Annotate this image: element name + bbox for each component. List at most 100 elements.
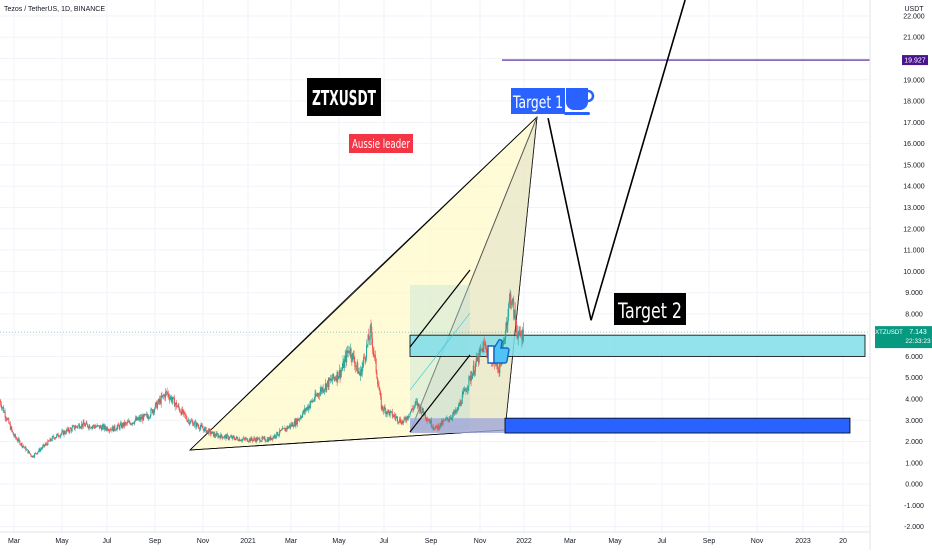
target2-box[interactable] [614,293,686,325]
price-axis-panel[interactable] [870,0,932,550]
candle [350,348,352,358]
x-tick-label: Mar [564,538,577,545]
candle [519,329,521,332]
candle [472,365,474,374]
candle [92,426,94,427]
candle [222,437,224,439]
target1-box[interactable] [511,88,565,114]
candle [125,422,127,424]
candle [77,425,79,428]
candle [385,408,387,415]
candle [295,419,297,426]
candle [327,380,329,384]
candle [73,425,75,429]
candle [463,388,465,391]
price-tags: XTZUSDT 7.143 22:33:23 19.927 [875,55,932,349]
candle [337,371,339,380]
candle [82,421,84,427]
candle [303,410,305,413]
x-tick-label: Sep [425,538,438,545]
candle [365,357,367,360]
candle [516,332,518,339]
candle [310,400,312,405]
resistance-price-tag[interactable]: 19.927 [902,55,928,66]
subtitle-box[interactable] [349,134,413,153]
candle [20,443,22,445]
candle [297,419,299,421]
candle [226,434,228,439]
candle [283,428,285,429]
candle [420,406,422,414]
candle [424,413,426,419]
candle [280,429,282,431]
candle [329,378,331,381]
candle [465,390,467,392]
current-price-tag[interactable]: XTZUSDT 7.143 22:33:23 [875,326,932,349]
y-tick-label: 18.000 [903,99,925,106]
y-tick-label: 14.000 [903,184,925,191]
candle [62,430,64,435]
x-tick-label: 2022 [516,538,532,545]
candle [449,419,451,420]
candle [369,326,371,340]
candle [391,411,393,417]
candle [224,435,226,438]
candle [215,435,217,437]
candle [335,378,337,382]
candle [176,402,178,408]
candle [364,357,366,360]
candle [257,438,259,439]
candle [296,419,298,425]
candle [299,416,301,419]
candle [19,440,21,445]
channel-upper-line[interactable] [409,269,471,348]
candle [389,411,391,416]
candle [346,350,348,363]
candle [467,386,469,390]
candle [275,436,277,438]
candle [89,425,91,429]
candle [2,407,4,409]
candle [69,428,71,432]
title-box[interactable] [307,78,381,116]
candle [25,449,27,451]
candle [319,391,321,396]
candle [140,416,142,420]
candle [74,428,76,429]
candle [381,405,383,409]
candle [154,408,156,413]
candle [237,438,239,441]
support-zone-blue[interactable] [504,417,851,434]
candle [220,434,222,439]
candle [484,343,486,348]
candle [384,406,386,409]
candle [218,435,220,437]
candle [388,411,390,416]
candle [382,405,384,410]
candle [126,422,128,424]
candle [442,420,444,425]
channel-box[interactable] [410,285,470,432]
candle [440,422,442,426]
candle [84,424,86,427]
candle [290,424,292,426]
candle [261,437,263,441]
projection-path[interactable] [547,0,686,321]
candle [413,405,415,408]
candle [44,444,46,447]
candle [159,398,161,404]
candle [361,366,363,376]
candle [324,383,326,390]
candle [226,434,228,436]
candle [287,426,289,429]
candle [241,439,243,441]
support-zone-cyan[interactable] [409,334,866,357]
candle [360,369,362,376]
candle [522,329,524,341]
channel-lower-line[interactable] [409,354,471,433]
candle [368,335,370,341]
candle [498,369,500,374]
candle [452,414,454,419]
